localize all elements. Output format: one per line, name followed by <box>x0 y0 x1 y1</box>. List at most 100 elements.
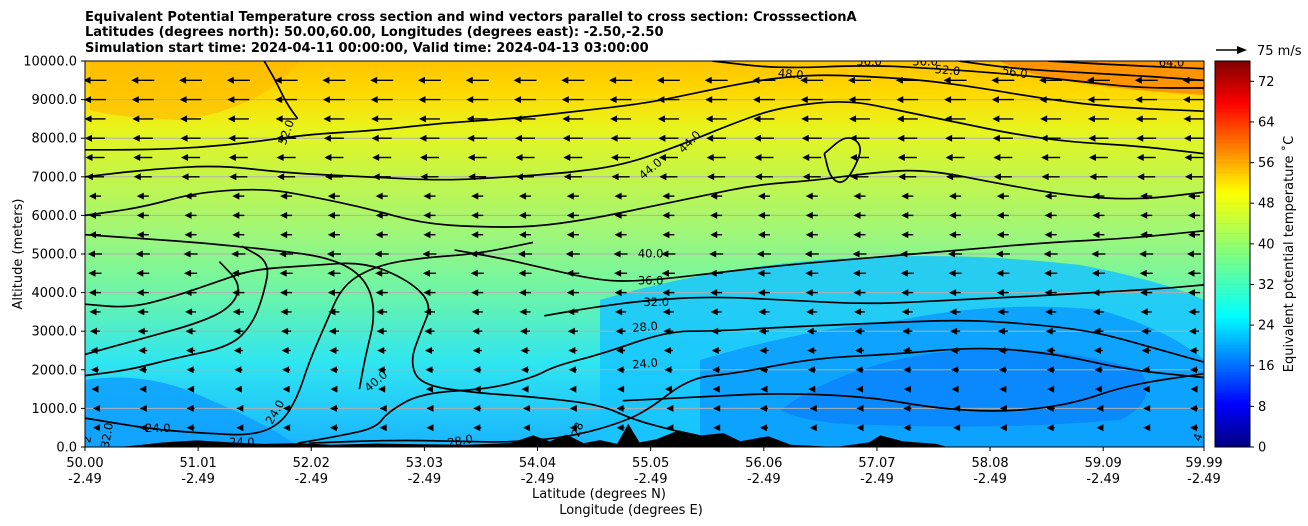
wind-vector-head <box>1188 308 1196 316</box>
wind-vector-head <box>801 134 809 142</box>
wind-vector-head <box>1092 231 1100 239</box>
wind-vector-head <box>615 327 623 335</box>
wind-vector-head <box>661 250 669 258</box>
colorbar-ticks: 0 8 16 24 32 40 48 56 64 72 <box>1215 60 1275 456</box>
wind-vector-head <box>136 231 144 239</box>
wind-vector-head <box>995 250 1003 258</box>
wind-vector-head <box>616 424 624 432</box>
wind-vector-head <box>759 347 767 354</box>
wind-vector-head <box>849 115 857 123</box>
wind-vector-head <box>520 347 528 354</box>
x-tick-label-lat: 57.07 <box>858 456 895 471</box>
wind-vector-head <box>1142 385 1150 393</box>
y-tick-label: 7000.0 <box>32 170 78 185</box>
wind-vector-head <box>563 154 571 161</box>
wind-vector-head <box>849 134 857 142</box>
colorbar-tick-label: 24 <box>1258 319 1275 334</box>
wind-vector-head <box>376 308 384 316</box>
wind-vector-head <box>756 250 764 258</box>
wind-vector-head <box>1094 385 1102 393</box>
y-tick-label: 2000.0 <box>32 363 78 378</box>
wind-vector-head <box>227 96 235 104</box>
wind-vector-head <box>850 173 858 181</box>
contour-label: 28.0 <box>446 432 474 450</box>
wind-vector-head <box>375 231 383 239</box>
wind-vector-head <box>280 211 288 219</box>
wind-vector-head <box>426 404 434 412</box>
wind-vector-head <box>616 366 624 374</box>
wind-vector-head <box>561 76 569 84</box>
wind-vector-head <box>561 96 569 104</box>
wind-vector-head <box>322 96 330 104</box>
wind-vector-head <box>809 424 817 432</box>
wind-vector-head <box>856 385 864 393</box>
y-tick-label: 0.0 <box>56 441 77 456</box>
wind-vector-head <box>853 211 861 219</box>
wind-vector-head <box>1140 211 1148 219</box>
wind-vector-head <box>1047 385 1055 393</box>
wind-vector-head <box>949 192 957 200</box>
filled-region-coldest <box>780 349 1147 427</box>
wind-vector-head <box>1091 269 1099 277</box>
wind-vector-head <box>465 76 473 84</box>
wind-vector-head <box>276 154 284 161</box>
wind-vector-head <box>422 269 430 277</box>
wind-vector-head <box>376 327 384 335</box>
wind-vector-head <box>131 96 139 104</box>
wind-vector-head <box>471 289 479 297</box>
wind-vector-head <box>614 231 622 239</box>
wind-vector-head <box>473 424 481 432</box>
contour-line-40 <box>85 233 375 390</box>
wind-vector-head <box>1092 192 1100 200</box>
contour-label: 2 <box>79 434 94 444</box>
wind-vector-head <box>1046 347 1054 354</box>
wind-vector-head <box>135 250 143 258</box>
wind-vector-head <box>614 289 622 297</box>
wind-vector-head <box>375 192 383 200</box>
wind-vector-head <box>563 173 571 181</box>
wind-vector-head <box>613 250 621 258</box>
wind-vector-head <box>276 134 284 142</box>
wind-vector-head <box>1045 308 1053 316</box>
contour-label: 32.0 <box>643 295 669 309</box>
wind-vector-head <box>466 115 474 123</box>
wind-vector-head <box>657 96 665 104</box>
wind-vector-head <box>996 231 1004 239</box>
wind-vector-head <box>1140 289 1148 297</box>
x-tick-label-lon: -2.49 <box>521 472 555 487</box>
wind-vector-head <box>949 289 957 297</box>
wind-vector-head <box>521 385 529 393</box>
wind-vector-head <box>323 134 331 142</box>
wind-vector-head <box>662 231 670 239</box>
wind-vector-head <box>329 366 337 374</box>
x-tick-label-lon: -2.49 <box>747 472 781 487</box>
wind-vector-head <box>327 269 335 277</box>
colorbar: 0 8 16 24 32 40 48 56 64 72 Equivalent potential … <box>1214 60 1297 456</box>
wind-vector-head <box>710 308 718 316</box>
wind-vector-head <box>133 154 141 161</box>
wind-vector-head <box>806 308 814 316</box>
filled-region-warm-left <box>90 61 300 120</box>
wind-vector-head <box>616 347 624 354</box>
wind-vector-head <box>471 192 479 200</box>
wind-vector-head <box>662 308 670 316</box>
wind-vector-head <box>999 424 1007 432</box>
contour-line-28 <box>308 347 1204 444</box>
wind-vector-head <box>951 385 959 393</box>
wind-vector-head <box>1188 289 1195 297</box>
wind-vector-head <box>566 289 574 297</box>
wind-vector-head <box>375 289 383 297</box>
wind-vector-head <box>275 96 283 104</box>
wind-vector-head <box>226 76 234 84</box>
wind-vector-head <box>184 211 192 219</box>
colorbar-tick-label: 16 <box>1258 359 1275 374</box>
wind-vector-head <box>1039 76 1047 84</box>
wind-vector-head <box>567 308 575 316</box>
wind-vector-head <box>232 192 240 200</box>
wind-vector-head <box>903 385 911 393</box>
colorbar-tick-label: 48 <box>1258 197 1275 212</box>
wind-vector-head <box>420 173 428 181</box>
wind-vector-head <box>853 192 861 200</box>
wind-vector-head <box>1086 76 1094 84</box>
x-axis-label-lat: Latitude (degrees N) <box>532 487 666 502</box>
